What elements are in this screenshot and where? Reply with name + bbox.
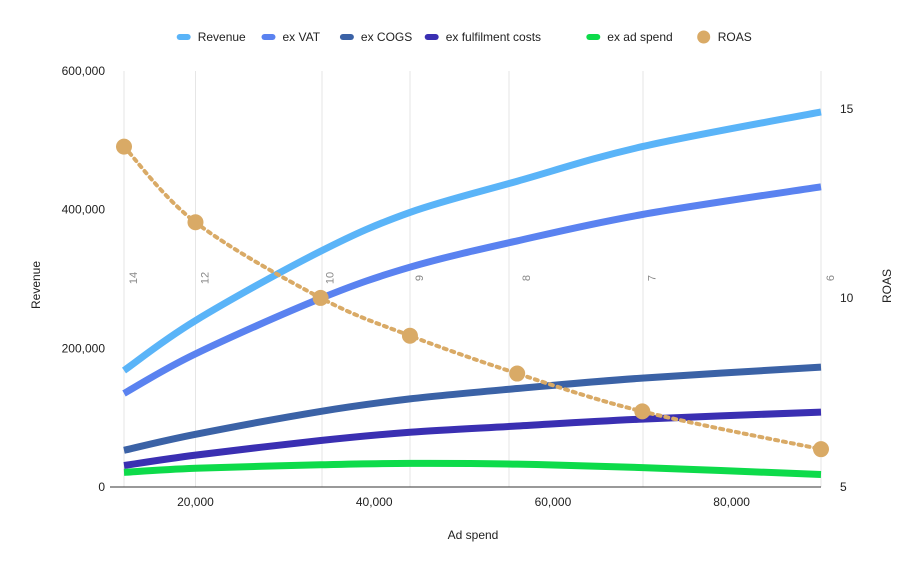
legend-swatch <box>697 30 711 44</box>
legend-swatch <box>261 34 276 40</box>
y-tick-label: 200,000 <box>62 341 106 355</box>
roas-point <box>813 441 829 458</box>
series-line-ex-cogs <box>123 363 822 454</box>
x-tick-label: 20,000 <box>177 495 214 509</box>
roas-point <box>401 327 418 344</box>
series-line-revenue <box>121 108 822 374</box>
y2-axis-title: ROAS <box>880 269 894 303</box>
roas-value-label: 6 <box>825 275 837 281</box>
roas-point <box>312 289 329 306</box>
roas-value-label: 9 <box>414 275 426 281</box>
legend-item-ex-cogs: ex COGS <box>339 30 412 44</box>
roas-value-label: 14 <box>128 272 140 284</box>
y-tick-label: 400,000 <box>62 203 106 217</box>
legend-swatch <box>339 34 354 40</box>
series-line-ex-fulfilment-costs <box>123 408 822 469</box>
legend-label: ex ad spend <box>607 30 672 44</box>
roas-point <box>634 403 651 420</box>
roas-point <box>116 138 132 155</box>
y-tick-label: 600,000 <box>62 64 106 78</box>
legend-item-revenue: Revenue <box>176 30 246 44</box>
x-tick-label: 40,000 <box>356 495 393 509</box>
y-axis-title: Revenue <box>29 261 43 309</box>
roas-point <box>509 365 526 382</box>
roas-value-label: 8 <box>521 275 533 281</box>
legend-label: ex fulfilment costs <box>446 30 541 44</box>
roas-point <box>187 214 204 231</box>
x-tick-label: 60,000 <box>535 495 572 509</box>
roas-value-label: 10 <box>325 272 337 284</box>
legend-swatch <box>176 34 191 40</box>
legend-item-roas: ROAS <box>697 30 752 44</box>
legend-swatch <box>424 34 439 40</box>
roas-value-label: 7 <box>646 275 658 281</box>
legend-label: ex COGS <box>361 30 412 44</box>
series-lines <box>121 108 822 478</box>
gridlines <box>123 71 822 487</box>
legend: Revenue ex VAT ex COGS ex fulfilment costs e… <box>176 30 752 44</box>
series-line-ex-ad-spend <box>123 459 822 478</box>
y2-tick-label: 10 <box>840 291 854 305</box>
legend-item-ex-ad-spend: ex ad spend <box>586 30 673 44</box>
y-tick-label: 0 <box>98 480 105 494</box>
legend-label: ex VAT <box>283 30 321 44</box>
legend-swatch <box>586 34 601 40</box>
axes: 20,000 40,000 60,000 80,000 0 200,000 400,000 6… <box>62 64 854 509</box>
y2-tick-label: 15 <box>840 102 854 116</box>
legend-label: Revenue <box>198 30 246 44</box>
legend-item-ex-fulfilment-costs: ex fulfilment costs <box>424 30 541 44</box>
x-axis-title: Ad spend <box>448 528 499 542</box>
y2-tick-label: 5 <box>840 480 847 494</box>
roas-value-labels: 14 12 10 9 8 7 6 <box>128 272 837 284</box>
roas-series <box>116 138 829 458</box>
x-tick-label: 80,000 <box>713 495 750 509</box>
roas-value-label: 12 <box>200 272 212 284</box>
legend-label: ROAS <box>718 30 752 44</box>
legend-item-ex-vat: ex VAT <box>261 30 321 44</box>
series-line-ex-vat <box>122 183 822 397</box>
